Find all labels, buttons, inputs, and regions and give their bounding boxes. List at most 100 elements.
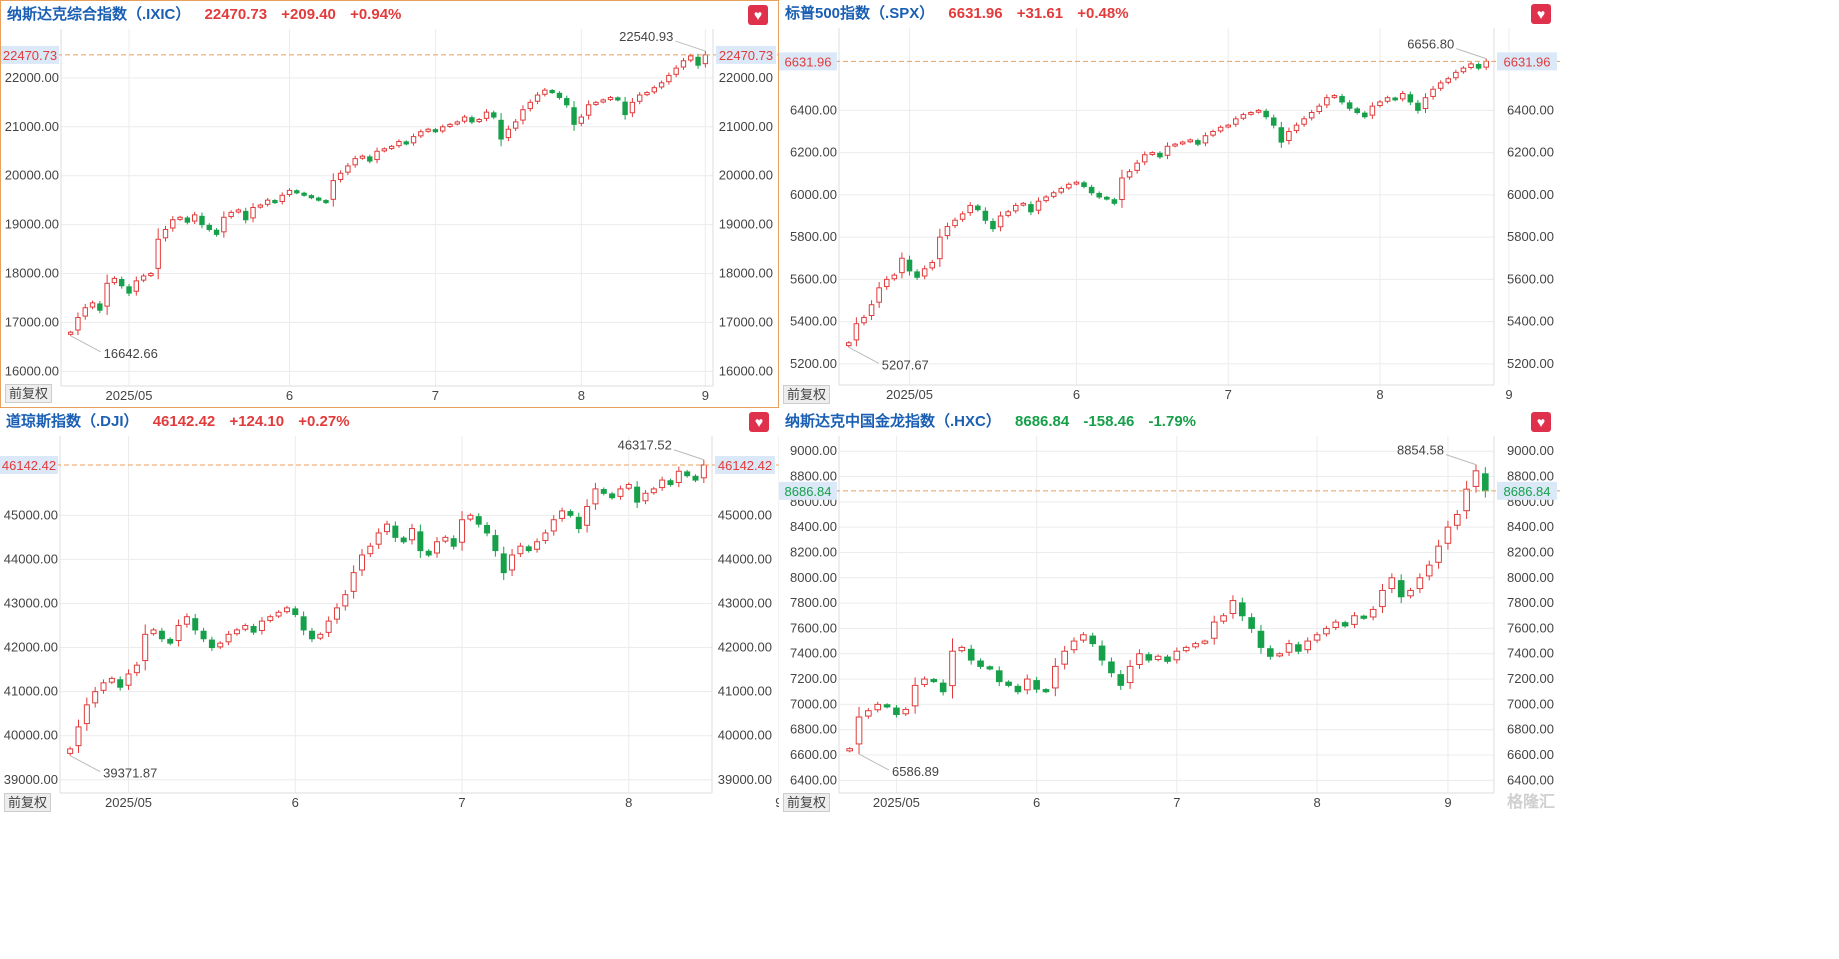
- candle-body: [1415, 102, 1421, 111]
- candle-body: [1111, 199, 1118, 204]
- candle-body: [642, 492, 649, 502]
- candle-body: [292, 608, 299, 615]
- y-tick-label-right: 22000.00: [719, 70, 773, 85]
- candle-body: [1187, 139, 1194, 143]
- index-name[interactable]: 标普500指数（.SPX）: [785, 5, 935, 22]
- last-price: 8686.84: [1015, 413, 1070, 430]
- candle-body: [469, 117, 475, 123]
- y-tick-label-left: 39000.00: [4, 772, 58, 787]
- candle-body: [1437, 82, 1444, 89]
- x-tick-label: 8: [1313, 795, 1320, 810]
- candle-body: [454, 121, 460, 125]
- candle-body: [461, 116, 468, 122]
- candle-body: [392, 525, 399, 538]
- candle-body: [1136, 653, 1143, 666]
- candle-body: [1173, 650, 1181, 661]
- chart-panel-dji[interactable]: 2025/05 6 7 8 9 39000.00 39000.00 40000.00 40000…: [0, 408, 779, 816]
- candle-body: [1028, 204, 1034, 213]
- candle-body: [142, 633, 149, 662]
- candle-body: [221, 216, 227, 233]
- candle-body: [1430, 88, 1436, 97]
- candle-body: [250, 207, 256, 219]
- candlestick-chart-hxc[interactable]: 2025/05 6 7 8 9 6400.00 6400.00 6600.00 6600.00 6…: [779, 408, 1561, 816]
- price-tag-right-text: 8686.84: [1504, 484, 1551, 499]
- chart-panel-hxc[interactable]: 2025/05 6 7 8 9 6400.00 6400.00 6600.00 6600.00 6…: [779, 408, 1561, 816]
- adjust-toggle-button[interactable]: 前复权: [4, 793, 52, 812]
- y-tick-label-right: 5800.00: [1507, 229, 1554, 244]
- candle-body: [383, 523, 391, 533]
- candle-body: [1351, 615, 1358, 625]
- candle-body: [170, 219, 176, 229]
- candle-body: [592, 488, 599, 505]
- x-tick-label: 9: [775, 795, 779, 810]
- y-tick-label-left: 8200.00: [790, 544, 837, 559]
- candle-body: [1397, 580, 1405, 598]
- candle-body: [1316, 105, 1323, 113]
- candle-body: [967, 648, 975, 661]
- index-name[interactable]: 纳斯达克综合指数（.IXIC）: [7, 6, 191, 23]
- heart-icon[interactable]: ♥: [748, 5, 768, 25]
- candle-body: [1392, 97, 1398, 101]
- y-tick-label-left: 43000.00: [4, 595, 58, 610]
- index-name[interactable]: 纳斯达克中国金龙指数（.HXC）: [785, 413, 1001, 430]
- index-name[interactable]: 道琼斯指数（.DJI）: [6, 413, 139, 430]
- adjust-toggle-button[interactable]: 前复权: [783, 793, 831, 812]
- candle-body: [418, 131, 424, 137]
- candle-body: [1444, 526, 1452, 544]
- candlestick-chart-spx[interactable]: 2025/05 6 7 8 9 5200.00 5200.00 5400.00 5400.00 5…: [779, 0, 1561, 408]
- y-tick-label-left: 7400.00: [790, 646, 837, 661]
- price-tag-left: [779, 481, 837, 500]
- candle-body: [350, 572, 357, 592]
- adjust-toggle-button[interactable]: 前复权: [783, 385, 831, 404]
- candle-body: [333, 607, 340, 620]
- candle-body: [1088, 186, 1095, 194]
- x-tick-label: 8: [625, 795, 632, 810]
- candle-body: [1332, 621, 1340, 628]
- candle-body: [600, 99, 606, 103]
- candle-body: [92, 691, 99, 704]
- candle-body: [644, 92, 650, 96]
- candle-body: [1354, 108, 1360, 113]
- candle-body: [83, 704, 90, 725]
- candle-body: [659, 479, 666, 489]
- candle-body: [929, 261, 936, 269]
- candle-body: [359, 155, 366, 159]
- chart-panel-spx[interactable]: 2025/05 6 7 8 9 5200.00 5200.00 5400.00 5400.00 5…: [779, 0, 1561, 408]
- candle-body: [1066, 183, 1072, 189]
- adjust-toggle-button[interactable]: 前复权: [5, 384, 53, 403]
- candle-body: [1341, 622, 1349, 627]
- candle-body: [585, 104, 592, 116]
- candle-body: [651, 87, 657, 93]
- price-tag-right: [715, 455, 775, 474]
- candle-body: [1472, 470, 1480, 487]
- candle-body: [1020, 202, 1027, 206]
- low-label: 5207.67: [882, 357, 929, 372]
- candle-body: [225, 633, 232, 643]
- candle-body: [1126, 665, 1134, 684]
- candle-body: [175, 625, 182, 642]
- candle-body: [505, 128, 512, 139]
- candle-body: [617, 488, 624, 497]
- low-marker-line: [70, 335, 101, 353]
- candle-body: [191, 214, 198, 222]
- candle-body: [846, 748, 853, 752]
- candle-body: [358, 554, 365, 571]
- heart-icon[interactable]: ♥: [749, 412, 769, 432]
- y-tick-label-right: 8000.00: [1507, 570, 1554, 585]
- heart-icon[interactable]: ♥: [1531, 4, 1551, 24]
- chart-panel-ixic[interactable]: 2025/05 6 7 8 9 16000.00 16000.00 17000.00 17000…: [0, 0, 779, 408]
- candle-body: [1012, 204, 1019, 212]
- candlestick-chart-ixic[interactable]: 2025/05 6 7 8 9 16000.00 16000.00 17000.00 17000…: [1, 1, 779, 408]
- candle-body: [440, 126, 446, 132]
- candle-body: [467, 514, 474, 520]
- candle-body: [593, 101, 599, 105]
- candle-body: [883, 278, 890, 288]
- heart-icon[interactable]: ♥: [1531, 412, 1551, 432]
- candle-body: [1435, 545, 1442, 563]
- candle-body: [432, 129, 439, 133]
- candle-body: [914, 271, 920, 278]
- candle-body: [1482, 473, 1489, 492]
- candle-body: [308, 630, 315, 640]
- candle-body: [1323, 627, 1330, 635]
